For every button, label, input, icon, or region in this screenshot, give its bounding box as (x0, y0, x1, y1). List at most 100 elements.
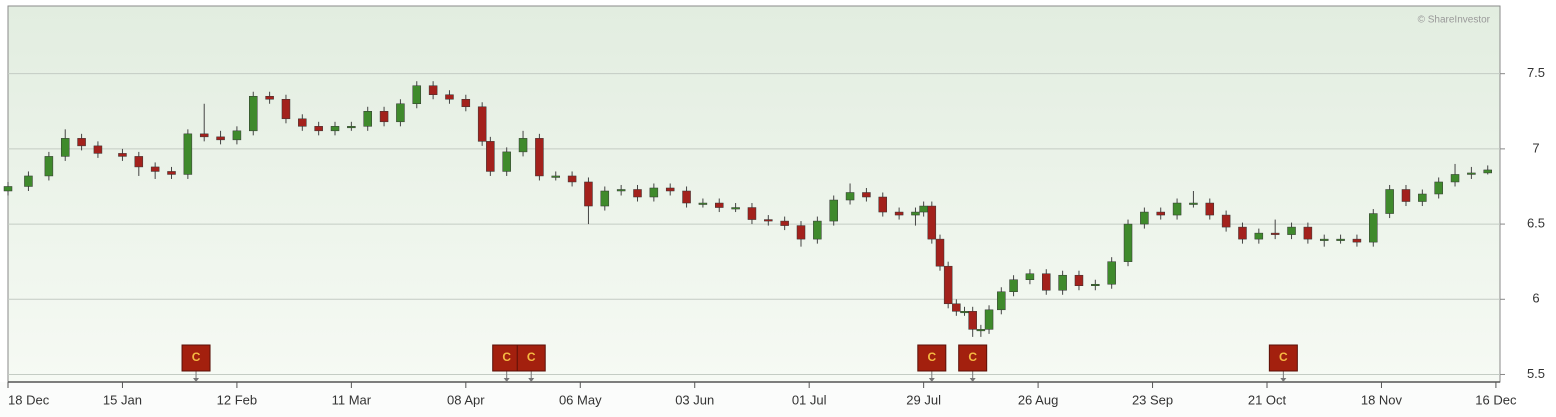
x-tick-label: 11 Mar (332, 392, 372, 407)
candle-body (845, 192, 855, 201)
x-tick-label: 18 Nov (1361, 392, 1403, 407)
candle-body (960, 311, 969, 314)
candle-body (93, 145, 103, 154)
candle-body (984, 309, 994, 330)
x-tick-label: 03 Jun (675, 392, 714, 407)
candle-body (551, 175, 560, 178)
candle-body (1205, 202, 1215, 216)
watermark: © ShareInvestor (1418, 15, 1491, 26)
candle-body (731, 207, 740, 210)
candle-body (862, 192, 871, 198)
candle-body (1123, 223, 1133, 262)
event-label: C (192, 350, 201, 364)
event-arrow (1280, 378, 1287, 382)
candle-body (134, 156, 144, 168)
candle-body (829, 199, 838, 222)
candle-body (44, 156, 54, 177)
event-arrow (969, 378, 976, 382)
candle-body (1319, 238, 1329, 241)
candle-body (445, 94, 454, 100)
candle-body (167, 171, 176, 175)
candle-body (633, 189, 642, 198)
candle-body (997, 291, 1006, 311)
candle-body (715, 202, 724, 208)
candle-body (1483, 169, 1492, 174)
y-tick-label: 6.5 (1527, 216, 1545, 231)
x-tick-label: 29 Jul (906, 392, 941, 407)
candle-body (265, 95, 274, 100)
candle-body (649, 187, 659, 198)
candle-body (1156, 211, 1165, 216)
candle-body (77, 138, 86, 147)
candle-body (1091, 283, 1100, 286)
candle-body (298, 118, 307, 127)
event-label: C (1279, 350, 1288, 364)
y-tick-label: 5.5 (1527, 366, 1545, 381)
candle-body (281, 98, 291, 120)
candle-body (665, 187, 675, 192)
candle-body (1418, 193, 1427, 202)
candle-body (461, 98, 471, 108)
candle-body (1450, 174, 1460, 183)
candle-body (232, 130, 242, 141)
candle-body (249, 95, 258, 132)
candle-body (600, 190, 610, 207)
candle-body (118, 153, 127, 157)
x-axis-band (0, 382, 1500, 417)
event-marker (958, 344, 988, 372)
x-tick-label: 15 Jan (103, 392, 142, 407)
candle-body (330, 126, 340, 132)
y-tick-label: 7.5 (1527, 65, 1545, 80)
candle-body (3, 186, 13, 192)
candle-body (796, 225, 806, 240)
candle-body (968, 311, 977, 330)
candle-body (584, 181, 593, 207)
candle-body (1107, 261, 1116, 285)
x-tick-label: 12 Feb (217, 392, 257, 407)
candle-body (1434, 181, 1443, 195)
candle-body (919, 205, 928, 213)
candle-body (183, 133, 193, 175)
candle-body (927, 205, 937, 240)
candle-body (1303, 226, 1313, 240)
event-label: C (527, 350, 536, 364)
event-label: C (927, 350, 936, 364)
candle-body (150, 166, 160, 172)
candle-body (477, 106, 487, 142)
event-label: C (502, 350, 511, 364)
candle-body (347, 126, 356, 129)
candle-body (780, 220, 789, 226)
candle-body (1238, 226, 1247, 240)
candle-body (199, 133, 209, 138)
candle-body (1140, 211, 1149, 225)
candle-body (396, 103, 405, 123)
candle-body (428, 85, 438, 95)
candle-body (943, 265, 953, 305)
candle-body (698, 202, 708, 205)
candle-body (764, 219, 773, 222)
candle-body (1369, 213, 1378, 243)
candle-body (60, 138, 70, 157)
candle-body (1074, 274, 1084, 286)
plot-area (7, 5, 1501, 383)
candle-body (535, 138, 544, 177)
candle-body (1172, 202, 1182, 216)
candle-body (1042, 273, 1051, 291)
candle-body (1189, 202, 1198, 205)
candle-body (486, 141, 495, 172)
candle-body (502, 151, 511, 172)
candle-body (363, 111, 372, 127)
candle-body (314, 126, 323, 132)
event-marker (1268, 344, 1298, 372)
candle-body (1025, 273, 1035, 280)
candle-body (1058, 274, 1067, 291)
event-arrow (528, 378, 535, 382)
candle-body (813, 220, 822, 240)
candles (3, 81, 1492, 337)
candle-body (518, 138, 528, 153)
event-marker (492, 344, 522, 372)
event-marker (181, 344, 211, 372)
candle-body (1270, 232, 1280, 235)
x-tick-label: 08 Apr (447, 392, 485, 407)
event-marker (917, 344, 947, 372)
